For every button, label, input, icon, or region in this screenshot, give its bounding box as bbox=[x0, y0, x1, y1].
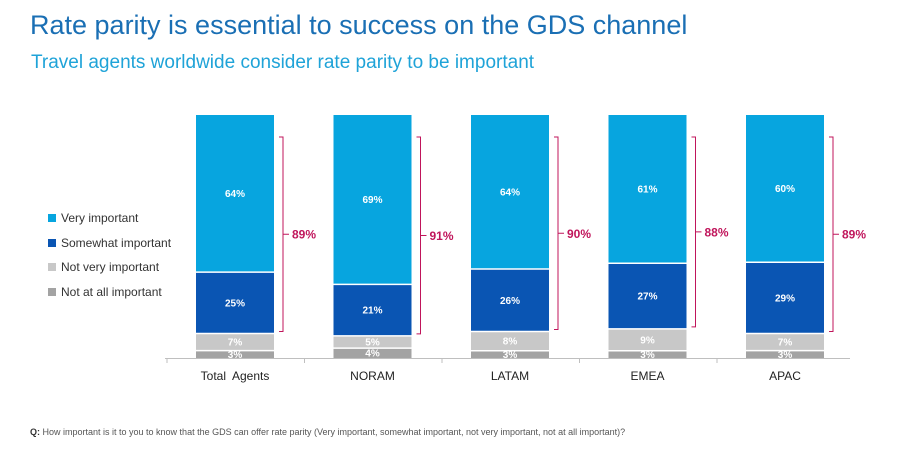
bar-segment bbox=[471, 268, 549, 332]
data-label: 64% bbox=[500, 187, 520, 198]
bar-segment bbox=[746, 333, 824, 351]
top2-bracket bbox=[416, 136, 427, 335]
data-label: 5% bbox=[365, 338, 380, 349]
x-tick-label: LATAM bbox=[491, 369, 529, 383]
data-label: 3% bbox=[640, 350, 655, 361]
x-tick-label: APAC bbox=[769, 369, 801, 383]
data-label: 27% bbox=[637, 292, 657, 303]
legend-swatch-very-important bbox=[48, 214, 56, 223]
bar-segment bbox=[333, 348, 412, 358]
data-label: 7% bbox=[778, 338, 793, 349]
data-label: 9% bbox=[640, 335, 655, 346]
legend-item: Somewhat important bbox=[48, 231, 171, 256]
legend: Very important Somewhat important Not ve… bbox=[48, 206, 171, 304]
bar-segment bbox=[471, 115, 549, 269]
data-label: 26% bbox=[500, 296, 520, 307]
bar-segment bbox=[608, 115, 687, 264]
legend-item: Not very important bbox=[48, 255, 171, 280]
legend-item: Not at all important bbox=[48, 280, 171, 305]
bar-segment bbox=[471, 331, 549, 351]
chart-title: Rate parity is essential to success on t… bbox=[30, 10, 688, 40]
bar-segment bbox=[746, 262, 824, 334]
data-label: 60% bbox=[775, 184, 795, 195]
legend-label: Not very important bbox=[61, 260, 160, 275]
chart-subtitle: Travel agents worldwide consider rate pa… bbox=[31, 52, 535, 73]
legend-label: Not at all important bbox=[61, 284, 162, 299]
data-label: 64% bbox=[225, 189, 245, 200]
x-tick-label: NORAM bbox=[350, 369, 395, 383]
legend-swatch-not-at-all-important bbox=[48, 287, 56, 296]
x-tick-label: Total Agents bbox=[201, 369, 270, 383]
data-label: 3% bbox=[503, 350, 518, 361]
data-label: 69% bbox=[362, 195, 382, 206]
footnote-prefix: Q: bbox=[30, 427, 40, 437]
data-label: 25% bbox=[225, 298, 245, 309]
bar-segment bbox=[608, 263, 687, 329]
data-label: 3% bbox=[228, 350, 243, 361]
bar-segment bbox=[746, 350, 824, 358]
footnote-text: How important is it to you to know that … bbox=[40, 427, 626, 437]
top2-total-label: 89% bbox=[292, 228, 316, 242]
bar-segment bbox=[608, 328, 687, 351]
top2-bracket bbox=[691, 136, 702, 328]
bar-segment bbox=[471, 350, 549, 358]
x-tick-label: EMEA bbox=[630, 369, 664, 383]
top2-bracket bbox=[554, 136, 564, 331]
top2-bracket bbox=[279, 136, 289, 332]
top2-bracket bbox=[829, 136, 839, 332]
top2-total-label: 89% bbox=[842, 228, 866, 242]
bar-segment bbox=[196, 350, 274, 358]
top2-total-label: 88% bbox=[705, 225, 729, 239]
legend-swatch-not-very-important bbox=[48, 263, 56, 272]
bar-segment bbox=[608, 350, 687, 358]
legend-item: Very important bbox=[48, 206, 171, 231]
data-label: 7% bbox=[228, 338, 243, 349]
data-label: 21% bbox=[362, 306, 382, 317]
legend-swatch-somewhat-important bbox=[48, 238, 56, 247]
top2-total-label: 91% bbox=[430, 229, 454, 243]
legend-label: Very important bbox=[61, 211, 139, 226]
data-label: 29% bbox=[775, 293, 795, 304]
bar-segment bbox=[333, 284, 412, 336]
footnote: Q: How important is it to you to know th… bbox=[30, 427, 625, 437]
bar-segment bbox=[196, 333, 274, 351]
data-label: 4% bbox=[365, 349, 380, 360]
bar-segment bbox=[333, 335, 412, 349]
data-label: 8% bbox=[503, 337, 518, 348]
data-label: 61% bbox=[637, 185, 657, 196]
bar-segment bbox=[333, 115, 412, 285]
top2-total-label: 90% bbox=[567, 227, 591, 241]
bar-segment bbox=[196, 115, 274, 273]
data-label: 3% bbox=[778, 350, 793, 361]
legend-label: Somewhat important bbox=[61, 235, 172, 250]
bar-segment bbox=[746, 115, 824, 263]
bar-segment bbox=[196, 272, 274, 334]
